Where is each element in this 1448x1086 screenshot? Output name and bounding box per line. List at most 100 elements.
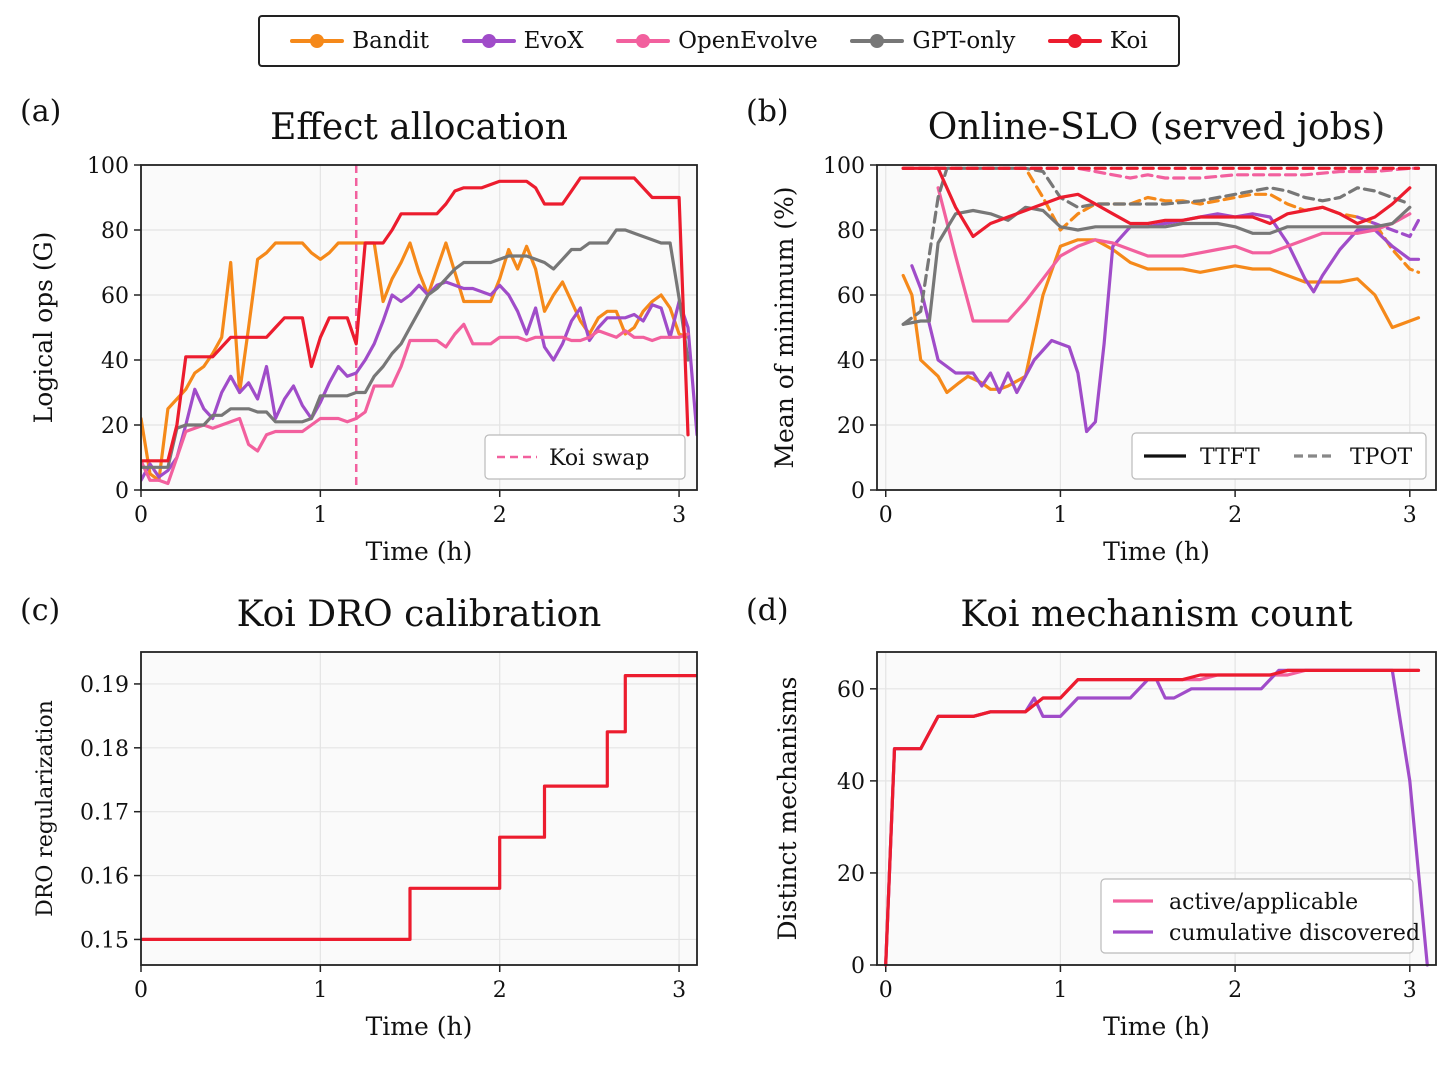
x-tick-label: 2 xyxy=(1228,978,1242,1003)
x-tick-label: 0 xyxy=(879,503,893,528)
panel-1: 0 1 2 3 0 20 40 60 80 100 Effect allocation (a) Time… xyxy=(20,94,698,566)
legend-label-openevolve: OpenEvolve xyxy=(678,28,818,54)
panel-title: Online-SLO (served jobs) xyxy=(928,107,1385,148)
panel-b-legend-box xyxy=(1131,432,1427,480)
panel-2: 0 1 2 3 0 20 40 60 80 100 Online-SLO (served jobs)… xyxy=(746,94,1437,566)
series-line-koi xyxy=(884,668,1421,967)
y-tick-label: 100 xyxy=(87,154,129,179)
axes-frame xyxy=(876,651,1437,966)
panel-label: (b) xyxy=(746,94,789,129)
legend-label-active-applicable: active/applicable xyxy=(1169,890,1358,915)
x-tick-label: 3 xyxy=(1403,978,1417,1003)
legend-label-bandit: Bandit xyxy=(352,28,430,54)
legend-label-cumulative-discovered: cumulative discovered xyxy=(1169,921,1420,946)
legend-swatch-evox xyxy=(461,34,516,48)
x-tick-label: 2 xyxy=(493,978,507,1003)
x-tick-label: 2 xyxy=(493,503,507,528)
legend-label-tpot: TPOT xyxy=(1350,445,1413,470)
y-tick-label: 20 xyxy=(101,414,129,439)
x-axis-label: Time (h) xyxy=(366,537,473,566)
plot-area xyxy=(141,652,697,965)
y-tick-label: 20 xyxy=(837,414,865,439)
panel-4: 0 1 2 3 0 20 40 60 Koi mechanism count (d) Time (h… xyxy=(746,593,1437,1041)
series-group xyxy=(141,165,697,490)
legend-label-evox: EvoX xyxy=(523,28,584,54)
legend-label-koi-swap: Koi swap xyxy=(549,446,649,471)
y-axis-label: Mean of minimum (%) xyxy=(770,186,799,468)
x-tick-label: 2 xyxy=(1228,503,1242,528)
legend-swatch-koi xyxy=(1047,34,1102,48)
legend-swatch-openevolve xyxy=(616,34,671,48)
x-axis-label: Time (h) xyxy=(1103,1012,1210,1041)
x-tick-label: 0 xyxy=(134,978,148,1003)
figure-legend: Bandit EvoX OpenEvolve GPT-only Koi xyxy=(258,15,1180,67)
series-line-gpt-only xyxy=(141,228,690,469)
legend-item-koi: Koi xyxy=(1047,28,1148,54)
panel-a-legend: Koi swap xyxy=(484,434,686,480)
panel-b-legend: TTFT TPOT xyxy=(1131,432,1427,480)
y-tick-label: 0.18 xyxy=(80,737,129,762)
y-tick-label: 100 xyxy=(823,154,865,179)
series-line-koi-ttft xyxy=(901,166,1412,239)
y-tick-label: 40 xyxy=(101,349,129,374)
series-line-evox xyxy=(141,280,697,482)
x-tick-label: 3 xyxy=(672,978,686,1003)
axes-frame xyxy=(876,164,1437,491)
panel-title: Koi DRO calibration xyxy=(237,594,602,635)
x-axis-label: Time (h) xyxy=(366,1012,473,1041)
y-tick-label: 80 xyxy=(837,219,865,244)
y-tick-label: 0 xyxy=(851,954,865,979)
y-tick-label: 0.19 xyxy=(80,673,129,698)
x-tick-label: 0 xyxy=(134,503,148,528)
panel-d-legend-box xyxy=(1100,878,1414,954)
y-tick-label: 60 xyxy=(837,284,865,309)
x-tick-label: 1 xyxy=(1053,503,1067,528)
panel-label: (d) xyxy=(746,593,789,628)
x-tick-label: 1 xyxy=(1053,978,1067,1003)
series-group xyxy=(884,668,1429,967)
panel-3: 0 1 2 3 0.15 0.16 0.17 0.18 0.19 Koi DRO calibrat… xyxy=(20,593,698,1041)
panel-title: Koi mechanism count xyxy=(960,594,1353,635)
panel-label: (c) xyxy=(20,593,60,628)
series-line-koi xyxy=(141,176,690,463)
series-line-evox-tpot xyxy=(1355,215,1421,239)
series-line-gpt-only-tpot xyxy=(901,166,1412,326)
series-line-openevolve-ttft xyxy=(936,186,1412,323)
series-line-openevolve xyxy=(141,322,690,486)
x-axis-label: Time (h) xyxy=(1103,537,1210,566)
legend-label-ttft: TTFT xyxy=(1200,445,1260,470)
panel-label: (a) xyxy=(20,94,61,129)
legend-label-gpt-only: GPT-only xyxy=(912,28,1016,54)
series-group xyxy=(141,673,697,942)
series-group xyxy=(901,166,1421,434)
x-tick-label: 1 xyxy=(313,978,327,1003)
x-tick-label: 1 xyxy=(313,503,327,528)
y-tick-label: 60 xyxy=(837,678,865,703)
y-axis-label: Distinct mechanisms xyxy=(773,677,802,941)
series-line-gpt-only-ttft xyxy=(901,205,1412,326)
y-tick-label: 20 xyxy=(837,862,865,887)
panel-d-legend: active/applicable cumulative discovered xyxy=(1100,878,1420,954)
y-tick-label: 80 xyxy=(101,219,129,244)
legend-item-bandit: Bandit xyxy=(290,28,429,54)
series-line-bandit-ttft xyxy=(901,238,1421,395)
y-tick-label: 40 xyxy=(837,770,865,795)
axes-frame xyxy=(140,164,698,491)
legend-swatch-bandit xyxy=(290,34,345,48)
legend-item-openevolve: OpenEvolve xyxy=(616,28,818,54)
series-line-koi xyxy=(141,673,697,942)
legend-label-koi: Koi xyxy=(1109,28,1148,54)
legend-item-gpt-only: GPT-only xyxy=(850,28,1015,54)
y-tick-label: 0.17 xyxy=(80,801,129,826)
legend-item-evox: EvoX xyxy=(461,28,584,54)
y-axis-label: Logical ops (G) xyxy=(29,232,58,424)
x-tick-label: 0 xyxy=(879,978,893,1003)
series-line-evox-ttft xyxy=(910,212,1421,434)
y-tick-label: 0 xyxy=(115,479,129,504)
x-tick-label: 3 xyxy=(1403,503,1417,528)
x-tick-label: 3 xyxy=(672,503,686,528)
y-tick-label: 60 xyxy=(101,284,129,309)
y-tick-label: 0.16 xyxy=(80,865,129,890)
y-tick-label: 40 xyxy=(837,349,865,374)
legend-swatch-gpt-only xyxy=(850,34,905,48)
